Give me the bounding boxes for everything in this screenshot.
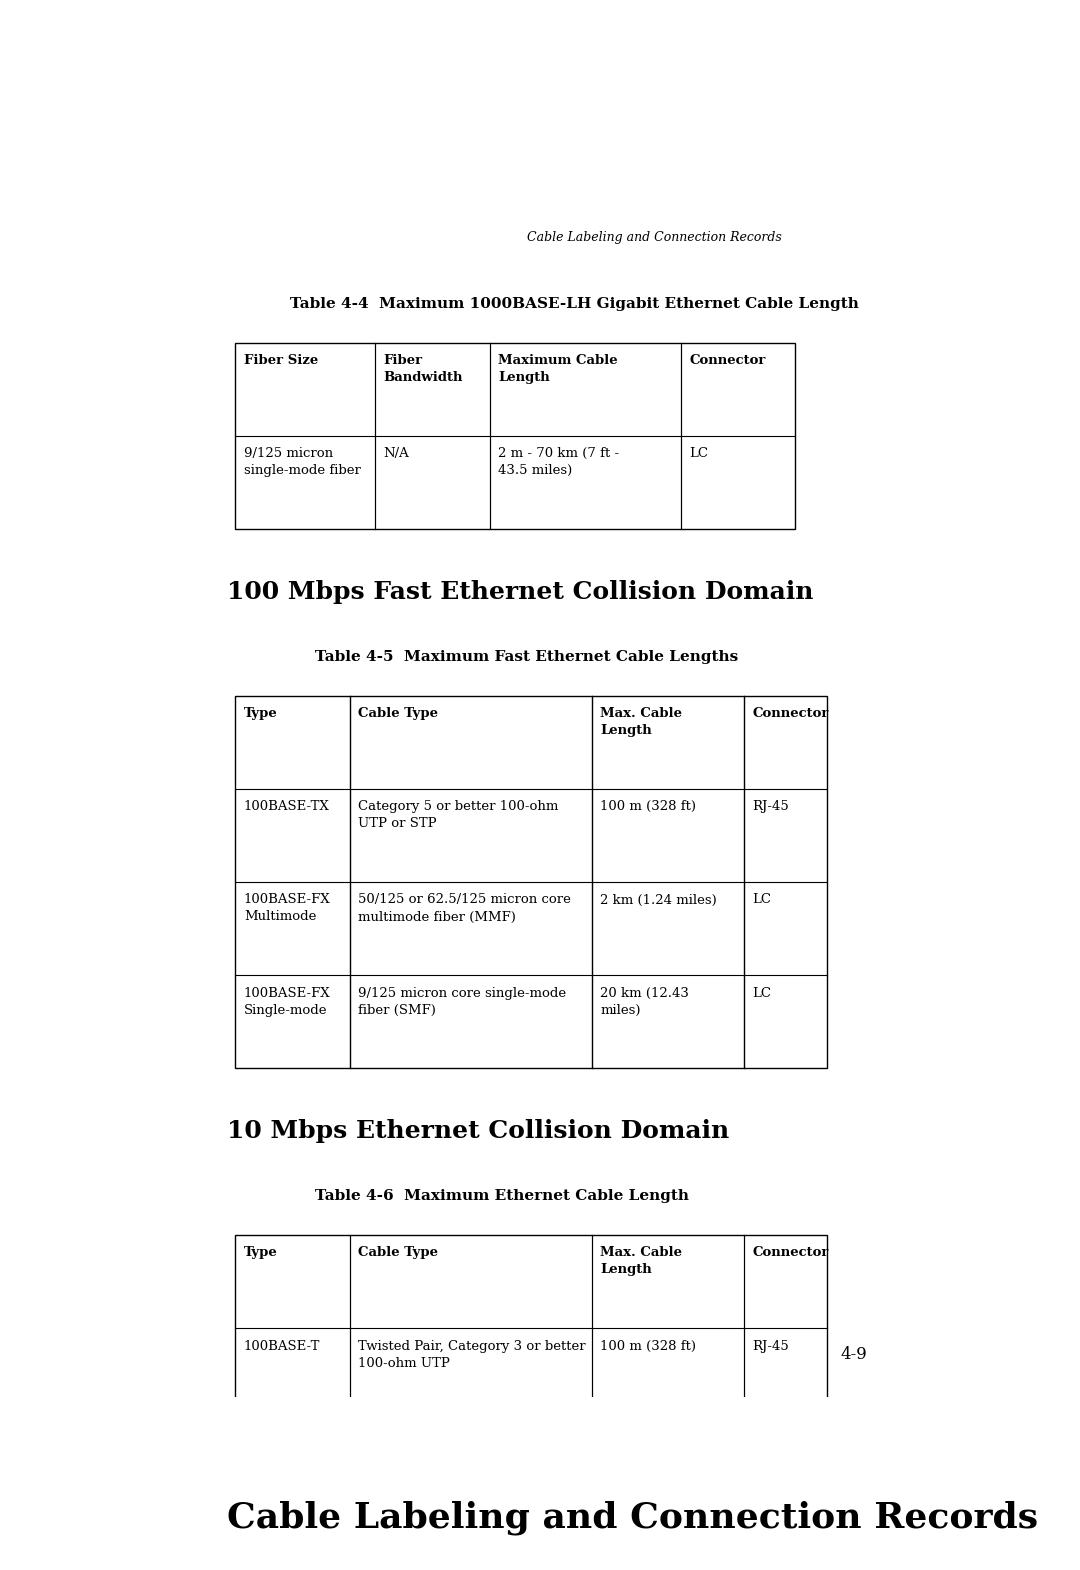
Text: 100 m (328 ft): 100 m (328 ft) [600, 1339, 696, 1353]
Bar [235, 344, 795, 529]
Text: 100BASE-FX
Multimode: 100BASE-FX Multimode [244, 893, 330, 923]
Text: Category 5 or better 100-ohm
UTP or STP: Category 5 or better 100-ohm UTP or STP [359, 801, 558, 831]
Text: 50/125 or 62.5/125 micron core
multimode fiber (MMF): 50/125 or 62.5/125 micron core multimode… [359, 893, 571, 923]
Text: Connector: Connector [689, 355, 766, 367]
Text: Cable Type: Cable Type [359, 1247, 438, 1259]
Text: 2 km (1.24 miles): 2 km (1.24 miles) [600, 893, 717, 906]
Text: Cable Labeling and Connection Records: Cable Labeling and Connection Records [527, 231, 781, 243]
Text: 10 Mbps Ethernet Collision Domain: 10 Mbps Ethernet Collision Domain [227, 1119, 729, 1143]
Text: 20 km (12.43
miles): 20 km (12.43 miles) [600, 986, 689, 1016]
Text: Cable Type: Cable Type [359, 708, 438, 721]
Text: RJ-45: RJ-45 [753, 1339, 789, 1353]
Text: Fiber
Bandwidth: Fiber Bandwidth [383, 355, 463, 385]
Text: LC: LC [753, 986, 772, 1000]
Text: 9/125 micron
single-mode fiber: 9/125 micron single-mode fiber [244, 447, 361, 477]
Text: 2 m - 70 km (7 ft -
43.5 miles): 2 m - 70 km (7 ft - 43.5 miles) [498, 447, 620, 477]
Text: 100BASE-TX: 100BASE-TX [244, 801, 329, 813]
Bar [235, 696, 827, 1069]
Text: Table 4-4  Maximum 1000BASE-LH Gigabit Ethernet Cable Length: Table 4-4 Maximum 1000BASE-LH Gigabit Et… [289, 297, 859, 311]
Text: Max. Cable
Length: Max. Cable Length [600, 1247, 683, 1276]
Text: LC: LC [689, 447, 708, 460]
Text: 9/125 micron core single-mode
fiber (SMF): 9/125 micron core single-mode fiber (SMF… [359, 986, 566, 1016]
Text: 100BASE-T: 100BASE-T [244, 1339, 320, 1353]
Bar [235, 1236, 827, 1421]
Text: Connector: Connector [753, 1247, 829, 1259]
Text: Max. Cable
Length: Max. Cable Length [600, 708, 683, 738]
Text: Table 4-6  Maximum Ethernet Cable Length: Table 4-6 Maximum Ethernet Cable Length [315, 1190, 689, 1203]
Text: Cable Labeling and Connection Records: Cable Labeling and Connection Records [227, 1499, 1038, 1534]
Text: 100 m (328 ft): 100 m (328 ft) [600, 801, 696, 813]
Text: Connector: Connector [753, 708, 829, 721]
Text: N/A: N/A [383, 447, 409, 460]
Text: Fiber Size: Fiber Size [244, 355, 319, 367]
Text: Type: Type [244, 708, 278, 721]
Text: 100BASE-FX
Single-mode: 100BASE-FX Single-mode [244, 986, 330, 1016]
Text: Twisted Pair, Category 3 or better
100-ohm UTP: Twisted Pair, Category 3 or better 100-o… [359, 1339, 586, 1369]
Text: 100 Mbps Fast Ethernet Collision Domain: 100 Mbps Fast Ethernet Collision Domain [227, 579, 813, 604]
Text: 4-9: 4-9 [840, 1347, 867, 1363]
Text: LC: LC [753, 893, 772, 906]
Text: Type: Type [244, 1247, 278, 1259]
Text: Table 4-5  Maximum Fast Ethernet Cable Lengths: Table 4-5 Maximum Fast Ethernet Cable Le… [315, 650, 739, 664]
Text: Maximum Cable
Length: Maximum Cable Length [498, 355, 618, 385]
Text: RJ-45: RJ-45 [753, 801, 789, 813]
